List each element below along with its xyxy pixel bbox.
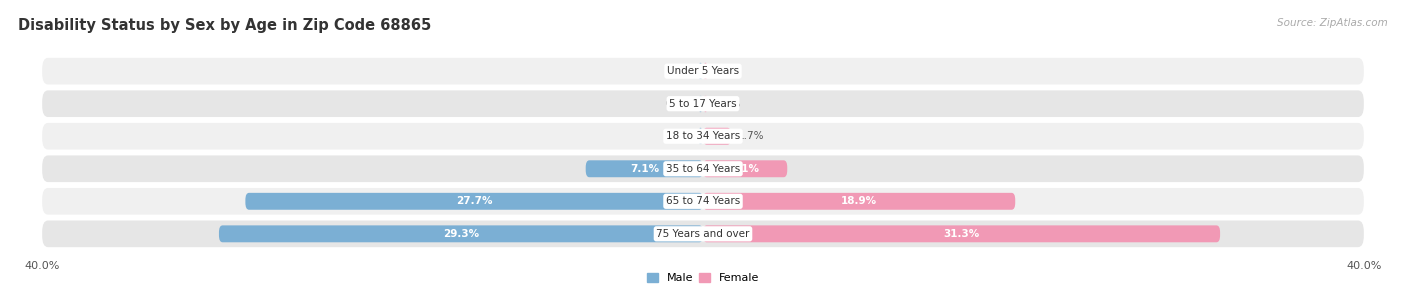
Text: 18.9%: 18.9% bbox=[841, 196, 877, 206]
Text: 0.0%: 0.0% bbox=[665, 131, 692, 141]
FancyBboxPatch shape bbox=[42, 58, 1364, 84]
Text: 0.0%: 0.0% bbox=[714, 66, 741, 76]
FancyBboxPatch shape bbox=[697, 63, 703, 80]
FancyBboxPatch shape bbox=[42, 90, 1364, 117]
Text: 31.3%: 31.3% bbox=[943, 229, 980, 239]
Text: 27.7%: 27.7% bbox=[456, 196, 492, 206]
FancyBboxPatch shape bbox=[42, 221, 1364, 247]
FancyBboxPatch shape bbox=[703, 193, 1015, 210]
FancyBboxPatch shape bbox=[246, 193, 703, 210]
FancyBboxPatch shape bbox=[219, 225, 703, 242]
Text: 18 to 34 Years: 18 to 34 Years bbox=[666, 131, 740, 141]
Text: 0.0%: 0.0% bbox=[714, 99, 741, 109]
FancyBboxPatch shape bbox=[697, 128, 703, 145]
FancyBboxPatch shape bbox=[697, 95, 703, 112]
FancyBboxPatch shape bbox=[703, 128, 731, 145]
Text: Under 5 Years: Under 5 Years bbox=[666, 66, 740, 76]
Text: 7.1%: 7.1% bbox=[630, 164, 659, 174]
FancyBboxPatch shape bbox=[42, 156, 1364, 182]
FancyBboxPatch shape bbox=[703, 225, 1220, 242]
Text: 0.0%: 0.0% bbox=[665, 66, 692, 76]
Text: 75 Years and over: 75 Years and over bbox=[657, 229, 749, 239]
Text: 65 to 74 Years: 65 to 74 Years bbox=[666, 196, 740, 206]
Text: 35 to 64 Years: 35 to 64 Years bbox=[666, 164, 740, 174]
Text: 5 to 17 Years: 5 to 17 Years bbox=[669, 99, 737, 109]
FancyBboxPatch shape bbox=[42, 188, 1364, 215]
Text: 0.0%: 0.0% bbox=[665, 99, 692, 109]
Text: 1.7%: 1.7% bbox=[738, 131, 765, 141]
FancyBboxPatch shape bbox=[703, 63, 709, 80]
FancyBboxPatch shape bbox=[586, 160, 703, 177]
FancyBboxPatch shape bbox=[42, 123, 1364, 149]
Text: Source: ZipAtlas.com: Source: ZipAtlas.com bbox=[1277, 18, 1388, 28]
Text: 29.3%: 29.3% bbox=[443, 229, 479, 239]
Legend: Male, Female: Male, Female bbox=[643, 268, 763, 288]
Text: Disability Status by Sex by Age in Zip Code 68865: Disability Status by Sex by Age in Zip C… bbox=[18, 18, 432, 33]
Text: 5.1%: 5.1% bbox=[731, 164, 759, 174]
FancyBboxPatch shape bbox=[703, 95, 709, 112]
FancyBboxPatch shape bbox=[703, 160, 787, 177]
